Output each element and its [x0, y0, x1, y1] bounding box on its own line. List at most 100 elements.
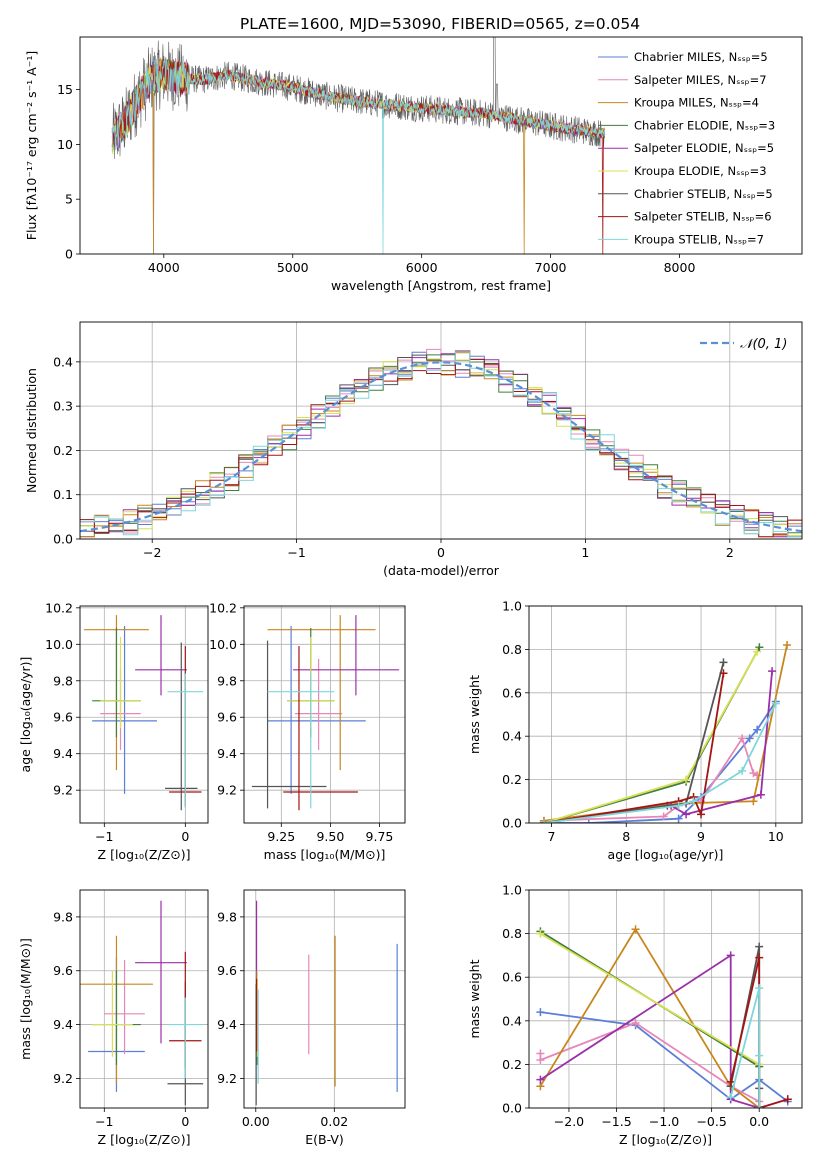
figure-title: PLATE=1600, MJD=53090, FIBERID=0565, z=0…	[240, 15, 640, 33]
x-tick-label: 1	[581, 545, 589, 560]
x-tick-label: −2	[143, 545, 161, 560]
x-tick-label: 0.00	[242, 1114, 270, 1129]
y-tick-label: 10.2	[45, 600, 73, 615]
legend-label: Chabrier STELIB, Nₛₛₚ=5	[634, 187, 773, 201]
panel-spectrum: 4000 5000 6000 7000 8000 0 5 10 15 wavelength [An…	[24, 36, 803, 293]
y-tick-label: 0.6	[502, 970, 522, 985]
y-tick-label: 0.6	[502, 685, 522, 700]
y-tick-label: 0.0	[502, 816, 522, 831]
y-tick-label: 9.2	[53, 1071, 73, 1086]
x-tick-label: 6000	[406, 260, 438, 275]
y-axis-label: Normed distribution	[24, 368, 39, 493]
weight-marker	[726, 951, 735, 960]
weight-marker	[682, 775, 691, 784]
y-tick-label: 0.1	[53, 487, 73, 502]
x-tick-label: −1	[95, 829, 113, 844]
weight-marker	[753, 647, 762, 656]
y-tick-label: 0.4	[502, 729, 522, 744]
weight-marker	[674, 814, 683, 823]
weight-series-8	[729, 987, 761, 1108]
spectrum-series-7	[111, 58, 606, 254]
legend-label: Salpeter MILES, Nₛₛₚ=7	[634, 73, 767, 87]
x-tick-label: 9	[697, 829, 705, 844]
y-tick-label: 1.0	[502, 883, 522, 898]
y-tick-label: 9.2	[217, 1071, 237, 1086]
x-tick-label: 8	[622, 829, 630, 844]
weight-marker	[697, 810, 706, 819]
y-tick-label: 1.0	[502, 599, 522, 614]
spectrum-series-6	[111, 37, 605, 159]
legend-label: Kroupa MILES, Nₛₛₚ=4	[634, 96, 759, 110]
weight-marker	[768, 667, 777, 676]
legend-label: Kroupa STELIB, Nₛₛₚ=7	[634, 232, 764, 246]
weight-marker	[756, 790, 765, 799]
x-axis-label: (data-model)/error	[383, 563, 500, 578]
y-axis-label: mass weight	[467, 959, 482, 1038]
weight-marker	[726, 1093, 735, 1102]
x-tick-label: 4000	[148, 260, 180, 275]
histogram-series-8	[80, 351, 802, 539]
x-tick-label: −1	[95, 1114, 113, 1129]
legend-label: Chabrier ELODIE, Nₛₛₚ=3	[634, 118, 775, 132]
weight-marker	[726, 1077, 735, 1086]
plot-area-age-weight	[539, 641, 792, 823]
weight-marker	[682, 810, 691, 819]
y-tick-label: 9.8	[53, 673, 73, 688]
weight-marker	[755, 953, 764, 962]
weight-marker	[745, 734, 754, 743]
weight-marker	[771, 699, 780, 708]
x-axis-label: Z [log₁₀(Z/Z⊙)]	[98, 847, 191, 862]
x-tick-label: −2.0	[554, 1114, 584, 1129]
legend-label-normal: 𝒩(0, 1)	[740, 337, 787, 352]
weight-marker	[536, 929, 545, 938]
weight-marker	[536, 1075, 545, 1084]
weight-marker	[539, 819, 548, 823]
weight-series-5	[543, 651, 758, 823]
weight-marker	[738, 766, 747, 775]
weight-marker	[536, 1008, 545, 1017]
weight-marker	[755, 984, 764, 993]
weight-marker	[749, 797, 758, 806]
weight-marker	[755, 1051, 764, 1060]
x-tick-label: 9.50	[316, 829, 344, 844]
weight-marker	[674, 801, 683, 810]
y-tick-label: 0	[65, 247, 73, 262]
weight-marker	[755, 643, 764, 652]
x-tick-label: 5000	[277, 260, 309, 275]
x-axis-label: age [log₁₀(age/yr)]	[608, 847, 724, 862]
axes-frame	[79, 321, 803, 540]
weight-series-2	[543, 644, 788, 822]
x-axis-label: wavelength [Angstrom, rest frame]	[331, 278, 551, 293]
weight-series-2	[539, 927, 760, 1108]
legend-label: Chabrier MILES, Nₛₛₚ=5	[634, 50, 768, 64]
axes-frame	[243, 605, 406, 824]
y-axis-label: Flux [fλ10⁻¹⁷ erg cm⁻² s⁻¹ A⁻¹]	[24, 51, 39, 240]
y-tick-label: 0.4	[502, 1013, 522, 1028]
panel-z-weight: −2.0 −1.5 −1.0 −0.5 0.0 0.0 0.2 0.4 0.6 0.8 1.0 Z […	[467, 883, 803, 1147]
weight-marker	[584, 819, 593, 823]
weight-marker	[719, 658, 728, 667]
x-axis-label: Z [log₁₀(Z/Z⊙)]	[98, 1132, 191, 1147]
plot-area-spectrum	[111, 37, 606, 254]
weight-series-1	[539, 1021, 760, 1103]
weight-marker	[738, 734, 747, 743]
panel-z-mass: −1 0 9.2 9.4 9.6 9.8 Z [log₁₀(Z/Z⊙)] mass [log₁…	[18, 889, 209, 1147]
y-tick-label: 0.2	[502, 1057, 522, 1072]
y-tick-label: 10.0	[209, 637, 237, 652]
panel-mass-age: 9.25 9.50 9.75 9.2 9.4 9.6 9.8 10.0 10.2 mass [lo…	[209, 600, 406, 862]
x-axis-label: mass [log₁₀(M/M⊙)]	[264, 847, 386, 862]
y-tick-label: 0.2	[502, 772, 522, 787]
y-tick-label: 9.8	[217, 673, 237, 688]
weight-marker	[753, 725, 762, 734]
y-tick-label: 10	[57, 137, 73, 152]
x-tick-label: −1.0	[649, 1114, 679, 1129]
x-axis-label: Z [log₁₀(Z/Z⊙)]	[619, 1132, 712, 1147]
axes-frame	[79, 889, 209, 1109]
y-tick-label: 9.4	[217, 1017, 237, 1032]
weight-marker	[755, 942, 764, 951]
y-tick-label: 15	[57, 82, 73, 97]
y-tick-label: 9.6	[217, 963, 237, 978]
x-tick-label: 0	[181, 829, 189, 844]
x-tick-label: 8000	[664, 260, 696, 275]
y-tick-label: 0.3	[53, 399, 73, 414]
